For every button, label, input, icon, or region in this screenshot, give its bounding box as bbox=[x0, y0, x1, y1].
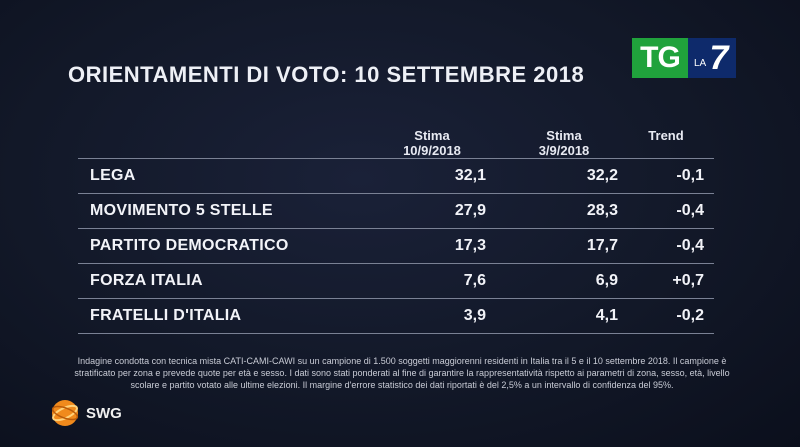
party-name: PARTITO DEMOCRATICO bbox=[90, 237, 289, 254]
value-trend: -0,4 bbox=[676, 202, 704, 219]
value-stima-10-9: 17,3 bbox=[454, 237, 486, 254]
value-stima-3-9: 4,1 bbox=[595, 307, 618, 324]
page-title: ORIENTAMENTI DI VOTO: 10 SETTEMBRE 2018 bbox=[68, 62, 585, 87]
la7-logo: LA 7 bbox=[688, 38, 736, 78]
value-trend: -0,4 bbox=[676, 237, 704, 254]
party-name: MOVIMENTO 5 STELLE bbox=[90, 202, 273, 219]
table-row: FRATELLI D'ITALIA 3,9 4,1 -0,2 bbox=[78, 299, 714, 333]
value-stima-10-9: 32,1 bbox=[454, 167, 486, 184]
tg-la7-logo: TG LA 7 bbox=[632, 38, 736, 78]
column-header-label: Stima bbox=[546, 128, 582, 143]
methodology-note: Indagine condotta con tecnica mista CATI… bbox=[72, 355, 732, 391]
swg-logo: SWG bbox=[50, 398, 122, 428]
value-stima-3-9: 17,7 bbox=[586, 237, 618, 254]
value-stima-3-9: 28,3 bbox=[586, 202, 618, 219]
table-divider bbox=[78, 298, 714, 299]
value-stima-3-9: 6,9 bbox=[595, 272, 618, 289]
party-name: LEGA bbox=[90, 167, 136, 184]
table-row: PARTITO DEMOCRATICO 17,3 17,7 -0,4 bbox=[78, 229, 714, 263]
note-line: stratificato per zona e prevede quote pe… bbox=[74, 368, 730, 378]
table-divider bbox=[78, 158, 714, 159]
note-line: scolare e partito votato alle ultime ele… bbox=[130, 380, 674, 390]
table-row: MOVIMENTO 5 STELLE 27,9 28,3 -0,4 bbox=[78, 194, 714, 228]
value-trend: -0,2 bbox=[676, 307, 704, 324]
table-divider bbox=[78, 333, 714, 334]
table-row: LEGA 32,1 32,2 -0,1 bbox=[78, 159, 714, 193]
column-header-date: 10/9/2018 bbox=[403, 143, 461, 158]
swg-label: SWG bbox=[86, 404, 122, 422]
table-row: FORZA ITALIA 7,6 6,9 +0,7 bbox=[78, 264, 714, 298]
table-divider bbox=[78, 228, 714, 229]
party-name: FORZA ITALIA bbox=[90, 272, 203, 289]
la7-logo-seven: 7 bbox=[709, 38, 729, 77]
note-line: Indagine condotta con tecnica mista CATI… bbox=[77, 356, 727, 366]
table-divider bbox=[78, 193, 714, 194]
value-trend: +0,7 bbox=[672, 272, 704, 289]
column-header-label: Stima bbox=[414, 128, 450, 143]
party-name: FRATELLI D'ITALIA bbox=[90, 307, 242, 324]
la7-logo-la: LA bbox=[694, 58, 707, 69]
tg-logo-text: TG bbox=[632, 38, 688, 78]
table-divider bbox=[78, 263, 714, 264]
value-stima-10-9: 7,6 bbox=[463, 272, 486, 289]
value-trend: -0,1 bbox=[676, 167, 704, 184]
value-stima-10-9: 27,9 bbox=[454, 202, 486, 219]
value-stima-3-9: 32,2 bbox=[586, 167, 618, 184]
swg-globe-icon bbox=[51, 400, 79, 426]
column-header-stima-10-9: Stima 10/9/2018 bbox=[378, 128, 486, 158]
column-header-stima-3-9: Stima 3/9/2018 bbox=[510, 128, 618, 158]
value-stima-10-9: 3,9 bbox=[463, 307, 486, 324]
column-header-trend: Trend bbox=[628, 128, 704, 143]
column-header-date: 3/9/2018 bbox=[538, 143, 590, 158]
column-header-label: Trend bbox=[648, 128, 684, 143]
